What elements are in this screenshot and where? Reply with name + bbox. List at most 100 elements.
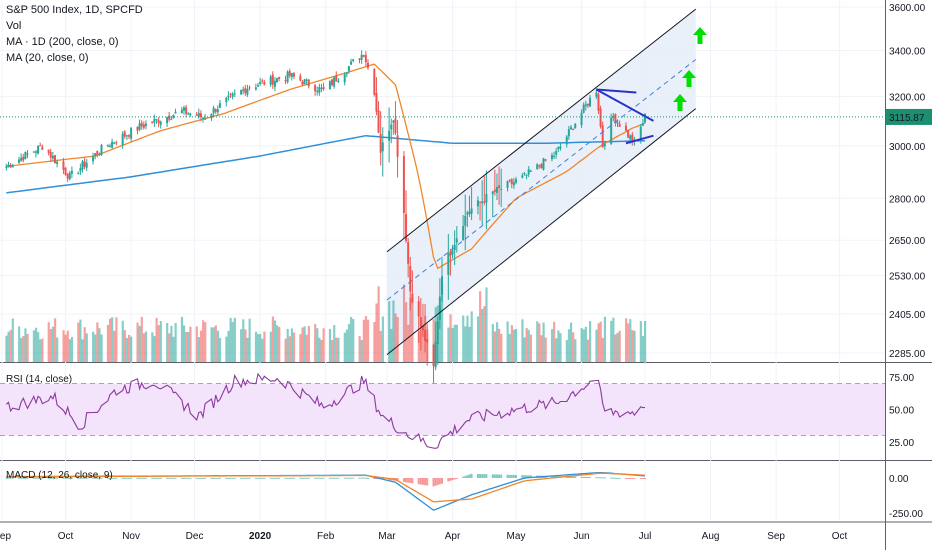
candle-body [582, 104, 585, 113]
candle-body [254, 87, 257, 90]
volume-bar [92, 331, 95, 362]
macd-histogram-bar [92, 477, 95, 479]
volume-bar [402, 284, 406, 362]
price-axis-tick: 2530.00 [889, 271, 926, 282]
macd-histogram-bar [125, 477, 128, 479]
volume-bar [328, 328, 332, 362]
macd-histogram-bar [343, 477, 346, 479]
volume-bar [559, 333, 562, 362]
ma200-line [6, 134, 646, 194]
candle-body [639, 126, 642, 140]
volume-bar [32, 330, 36, 362]
volume-bar [261, 338, 264, 362]
chart-title: S&P 500 Index, 1D, SPCFD [6, 4, 143, 16]
rsi-pane[interactable] [0, 372, 885, 449]
macd-histogram-bar [288, 477, 291, 479]
candle-body [521, 175, 524, 178]
volume-bar [159, 321, 162, 362]
volume-bar [202, 320, 205, 362]
macd-histogram-bar [373, 478, 376, 479]
volume-bar [331, 339, 334, 362]
candle-body [586, 103, 589, 106]
macd-histogram-bar [259, 477, 262, 479]
volume-bar [462, 315, 465, 362]
candle-body [189, 113, 192, 116]
volume-bar [449, 314, 452, 362]
volume-bar [464, 326, 467, 362]
candle-body [407, 242, 410, 264]
candle-body [307, 79, 310, 87]
candle-body [210, 113, 213, 119]
macd-histogram-bar [641, 478, 644, 479]
candle-body [644, 114, 646, 123]
volume-bar [510, 325, 513, 362]
volume-bar [633, 330, 636, 362]
candle-body [436, 320, 439, 345]
macd-histogram-bar [366, 477, 369, 479]
time-axis-tick: Sep [0, 531, 11, 542]
candle-body [523, 173, 526, 175]
candle-body [390, 124, 393, 130]
macd-histogram-bar [85, 477, 88, 479]
macd-histogram-bar [396, 478, 399, 482]
macd-histogram-bar [140, 477, 143, 479]
volume-bar [189, 326, 192, 362]
candle-body [641, 123, 644, 126]
volume-bar [269, 331, 272, 362]
candle-body [153, 119, 156, 123]
volume-bar [53, 318, 57, 362]
candle-body [464, 215, 467, 226]
candle-body [100, 144, 103, 155]
macd-histogram-bar [24, 477, 27, 479]
macd-histogram-bar [320, 477, 323, 479]
candle-body [106, 145, 109, 147]
volume-bar [409, 297, 412, 362]
candle-body [204, 117, 207, 120]
price-pane[interactable] [0, 8, 885, 392]
volume-bar [128, 334, 131, 362]
candle-body [261, 80, 264, 82]
volume-bar [125, 337, 129, 362]
volume-bar [553, 321, 556, 362]
macd-histogram-bar [216, 477, 219, 479]
volume-bar [216, 330, 220, 362]
volume-bar [136, 322, 139, 362]
volume-bar [580, 328, 583, 362]
candle-body [350, 61, 353, 65]
candle-body [202, 117, 205, 119]
candle-body [9, 164, 12, 168]
candle-body [569, 127, 572, 130]
volume-bar [364, 316, 368, 362]
volume-bar [151, 332, 154, 362]
macd-histogram-bar [257, 477, 259, 479]
candle-body [555, 151, 558, 155]
candle-body [214, 109, 217, 112]
macd-histogram-bar [479, 474, 482, 478]
candle-body [409, 265, 412, 292]
macd-histogram-bar [113, 477, 116, 479]
volume-bar [259, 334, 262, 362]
macd-histogram-bar [466, 475, 469, 478]
macd-histogram-bar [438, 478, 441, 485]
macd-histogram-bar [182, 477, 185, 479]
macd-histogram-bar [322, 477, 325, 479]
macd-pane[interactable] [5, 471, 646, 511]
macd-histogram-bar [231, 477, 234, 479]
volume-bar [138, 325, 141, 362]
up-arrow-shape [673, 94, 687, 111]
macd-histogram-bar [565, 476, 568, 478]
macd-histogram-bar [612, 477, 615, 479]
macd-histogram-bar [47, 477, 50, 479]
time-axis-tick: Mar [378, 531, 396, 542]
candle-body [269, 76, 272, 85]
volume-bar [542, 322, 545, 362]
macd-histogram-bar [335, 477, 338, 479]
candle-body [155, 119, 158, 121]
volume-bar [498, 328, 501, 362]
candle-body [512, 182, 515, 186]
volume-bar [599, 321, 602, 362]
macd-histogram-bar [318, 477, 321, 479]
volume-bar [172, 336, 175, 362]
candle-body [151, 121, 154, 124]
